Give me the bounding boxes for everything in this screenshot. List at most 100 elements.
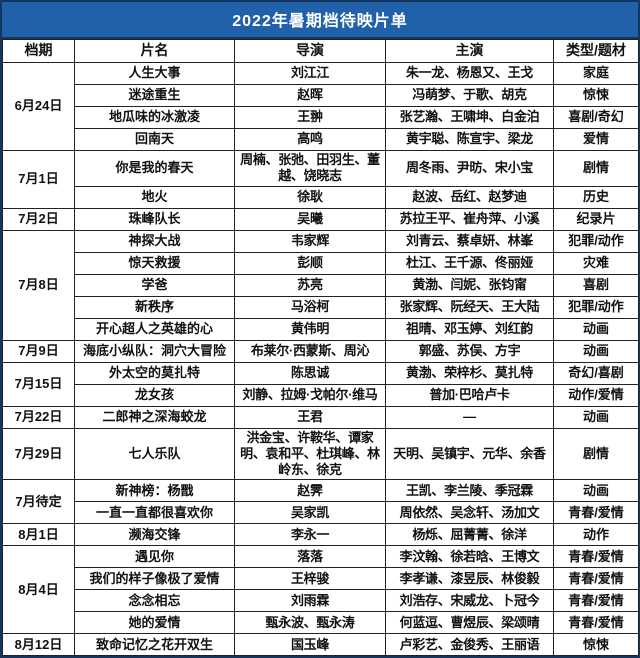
cast-cell: 郭盛、苏俣、方宇 xyxy=(385,339,554,363)
film-name-cell: 新神榜：杨戬 xyxy=(74,479,235,503)
table-row: 7月22日 二郎神之深海蛟龙 王君 — 动画 xyxy=(2,405,639,429)
film-name-cell: 海底小纵队：洞穴大冒险 xyxy=(74,339,235,363)
director-cell: 陈思诚 xyxy=(234,361,386,385)
cast-cell: 黄渤、荣梓杉、莫扎特 xyxy=(385,361,554,385)
film-name-cell: 珠峰队长 xyxy=(74,207,235,231)
table-row: 我们的样子像极了爱情 王梓骏 李孝谦、漆昱辰、林俊毅 青春/爱情 xyxy=(3,567,639,591)
genre-cell: 青春/爱情 xyxy=(553,545,639,569)
director-cell: 落落 xyxy=(234,545,386,569)
film-name-cell: 地瓜味的冰激凌 xyxy=(74,106,235,129)
film-name-cell: 迷途重生 xyxy=(74,84,235,107)
table-row: 8月4日 遇见你 落落 李汶翰、徐若晗、王博文 青春/爱情 xyxy=(2,545,639,635)
genre-cell: 家庭 xyxy=(553,62,639,85)
film-name-cell: 惊天救援 xyxy=(74,251,235,275)
director-cell: 高鸣 xyxy=(234,128,386,151)
table-row: 地瓜味的冰激凌 王翀 张艺瀚、王啸坤、白金泊 喜剧/奇幻 xyxy=(3,106,639,129)
table-row: 7月15日 外太空的莫扎特 陈思诚 黄渤、荣梓杉、莫扎特 奇幻/喜剧 xyxy=(2,361,639,407)
film-name-cell: 濒海交锋 xyxy=(74,523,235,547)
cast-cell: 周依然、吴念轩、汤加文 xyxy=(385,501,554,525)
table-row: 新秩序 马浴柯 张家辉、阮经天、王大陆 犯罪/动作 xyxy=(3,295,639,319)
director-cell: 马浴柯 xyxy=(234,295,386,319)
table-row: 地火 徐耿 赵波、岳红、赵梦迪 历史 xyxy=(3,185,639,209)
film-name-cell: 二郎神之深海蛟龙 xyxy=(74,405,235,429)
table-row: 迷途重生 赵晖 冯萌梦、于歌、胡克 惊悚 xyxy=(3,84,639,107)
table-row: 7月待定 新神榜：杨戬 赵霁 王凯、李兰陵、季冠霖 动画 xyxy=(2,479,639,525)
director-cell: 苏亮 xyxy=(234,273,386,297)
cast-cell: 刘青云、蔡卓妍、林峯 xyxy=(385,229,554,253)
genre-cell: 剧情 xyxy=(553,150,639,187)
genre-cell: 喜剧/奇幻 xyxy=(553,106,639,129)
genre-cell: 动画 xyxy=(553,317,639,341)
table-row: 念念相忘 刘雨霖 刘浩存、宋威龙、卜冠今 青春/爱情 xyxy=(3,589,639,613)
film-name-cell: 新秩序 xyxy=(74,295,235,319)
cast-cell: 杨烁、屈菁菁、徐洋 xyxy=(385,523,554,547)
film-name-cell: 你是我的春天 xyxy=(74,150,235,187)
director-cell: 刘江江 xyxy=(234,62,386,85)
film-name-cell: 外太空的莫扎特 xyxy=(74,361,235,385)
genre-cell: 灾难 xyxy=(553,251,639,275)
table-row: 学爸 苏亮 黄渤、闫妮、张钧甯 喜剧 xyxy=(3,273,639,297)
table-row: 6月24日 人生大事 刘江江 朱一龙、杨恩又、王戈 家庭 xyxy=(2,62,639,151)
table-row: 龙女孩 刘静、拉姆·戈帕尔·维马 普加·巴哈卢卡 动作/爱情 xyxy=(3,383,639,407)
genre-cell: 动画 xyxy=(553,405,639,429)
director-cell: 王君 xyxy=(234,405,386,429)
cast-cell: 李孝谦、漆昱辰、林俊毅 xyxy=(385,567,554,591)
director-cell: 布莱尔·西蒙斯、周沁 xyxy=(234,339,386,363)
table-row: 一直一直都很喜欢你 吴家凯 周依然、吴念轩、汤加文 青春/爱情 xyxy=(3,501,639,525)
release-date-cell: 8月1日 xyxy=(2,523,75,547)
release-date-cell: 7月29日 xyxy=(2,427,75,481)
cast-cell: 王凯、李兰陵、季冠霖 xyxy=(385,479,554,503)
film-name-cell: 我们的样子像极了爱情 xyxy=(74,567,235,591)
film-name-cell: 地火 xyxy=(74,185,235,209)
table-row: 7月9日 海底小纵队：洞穴大冒险 布莱尔·西蒙斯、周沁 郭盛、苏俣、方宇 动画 xyxy=(2,339,639,363)
table-row: 8月1日 濒海交锋 李永一 杨烁、屈菁菁、徐洋 动作 xyxy=(2,523,639,547)
cast-cell: 普加·巴哈卢卡 xyxy=(385,383,554,407)
film-table-body: 6月24日 人生大事 刘江江 朱一龙、杨恩又、王戈 家庭 迷途重生 赵晖 冯萌梦、于歌、胡克惊… xyxy=(2,62,639,657)
director-cell: 韦家辉 xyxy=(234,229,386,253)
cast-cell: 朱一龙、杨恩又、王戈 xyxy=(385,62,554,85)
genre-cell: 青春/爱情 xyxy=(553,589,639,613)
cast-cell: 卢彩艺、金俊秀、王丽语 xyxy=(385,633,554,657)
film-name-cell: 念念相忘 xyxy=(74,589,235,613)
cast-cell: 张家辉、阮经天、王大陆 xyxy=(385,295,554,319)
genre-cell: 青春/爱情 xyxy=(553,567,639,591)
cast-cell: 天明、吴镇宇、元华、余香 xyxy=(385,427,554,481)
director-cell: 周楠、张弛、田羽生、董越、饶晓志 xyxy=(234,150,386,187)
director-cell: 王翀 xyxy=(234,106,386,129)
film-name-cell: 一直一直都很喜欢你 xyxy=(74,501,235,525)
genre-cell: 动作/爱情 xyxy=(553,383,639,407)
film-name-cell: 学爸 xyxy=(74,273,235,297)
director-cell: 甄永波、甄永涛 xyxy=(234,611,386,635)
cast-cell: — xyxy=(385,405,554,429)
film-name-cell: 龙女孩 xyxy=(74,383,235,407)
genre-cell: 犯罪/动作 xyxy=(553,295,639,319)
table-title: 2022年暑期档待映片单 xyxy=(2,2,638,39)
genre-cell: 青春/爱情 xyxy=(553,611,639,635)
release-date-cell: 7月8日 xyxy=(2,229,75,341)
release-date-cell: 7月22日 xyxy=(2,405,75,429)
genre-cell: 动画 xyxy=(553,479,639,503)
release-date-cell: 7月9日 xyxy=(2,339,75,363)
cast-cell: 刘浩存、宋威龙、卜冠今 xyxy=(385,589,554,613)
film-name-cell: 她的爱情 xyxy=(74,611,235,635)
release-date-cell: 7月2日 xyxy=(2,207,75,231)
director-cell: 王梓骏 xyxy=(234,567,386,591)
genre-cell: 喜剧 xyxy=(553,273,639,297)
director-cell: 刘雨霖 xyxy=(234,589,386,613)
genre-cell: 惊悚 xyxy=(553,633,639,657)
column-header-date: 档期 xyxy=(2,39,75,63)
column-header-cast: 主演 xyxy=(385,39,554,63)
column-header-genre: 类型/题材 xyxy=(553,39,639,63)
release-date-cell: 7月15日 xyxy=(2,361,75,407)
cast-cell: 冯萌梦、于歌、胡克 xyxy=(385,84,554,107)
genre-cell: 爱情 xyxy=(553,128,639,151)
cast-cell: 周冬雨、尹昉、宋小宝 xyxy=(385,150,554,187)
film-table: 档期 片名 导演 主演 类型/题材 6月24日 人生大事 刘江江 朱一龙、杨恩又、王戈… xyxy=(2,39,639,657)
table-row: 她的爱情 甄永波、甄永涛 何蓝逗、曹煜辰、梁颂晴 青春/爱情 xyxy=(3,611,639,635)
table-row: 7月29日 七人乐队 洪金宝、许鞍华、谭家明、袁和平、杜琪峰、林岭东、徐克 天明、吴镇… xyxy=(2,427,639,481)
film-name-cell: 回南天 xyxy=(74,128,235,151)
director-cell: 赵霁 xyxy=(234,479,386,503)
column-header-title: 片名 xyxy=(74,39,235,63)
director-cell: 李永一 xyxy=(234,523,386,547)
table-row: 回南天 高鸣 黄宇聪、陈宣宇、梁龙 爱情 xyxy=(3,128,639,151)
